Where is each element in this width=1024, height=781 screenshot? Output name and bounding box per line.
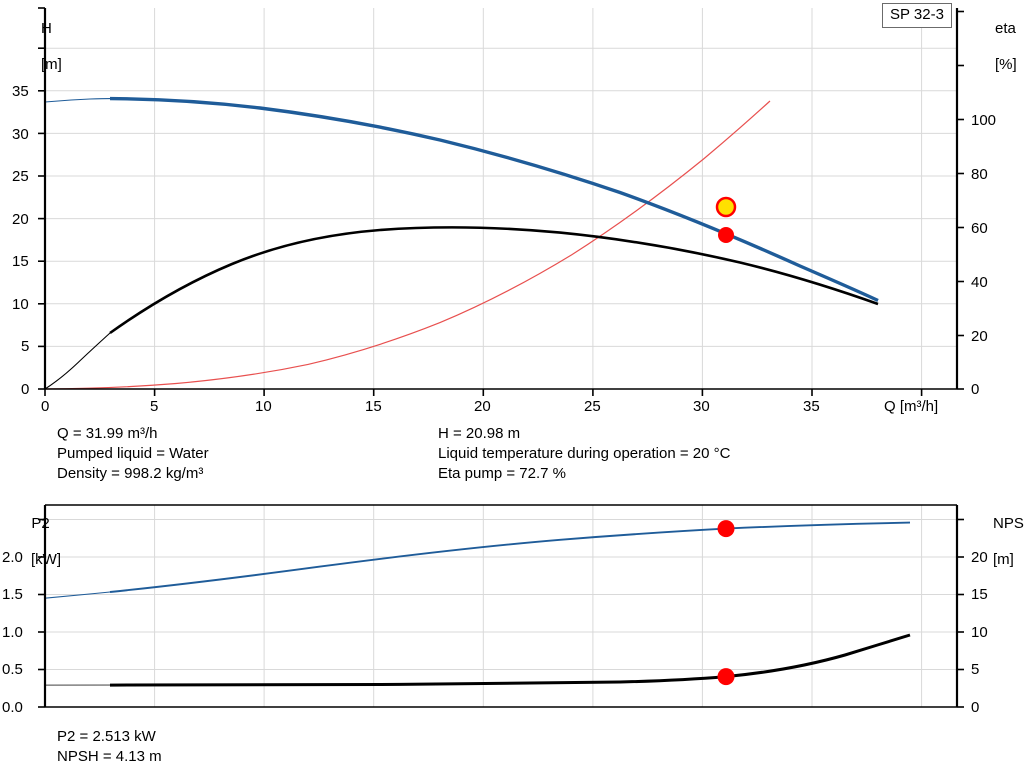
eta-tick-100: 100 [971,112,997,129]
npsh-axis-name: NPSH [993,515,1024,532]
right-axis-ticks [957,10,964,390]
q-tick-15: 15 [365,398,382,415]
npsh-axis-title: NPSH [m] [968,497,1024,587]
p2-tick-20: 2.0 [2,549,23,566]
p2-tick-10: 1.0 [2,624,23,641]
power-curve-lead [44,591,111,599]
head-curve-lead [44,98,111,103]
q-tick-30: 30 [693,398,710,415]
flow-axis-label: Q [m³/h] [884,398,939,415]
duty-point-left-block: Q = 31.99 m³/h Pumped liquid = Water Den… [57,424,209,484]
duty-point-head-marker [715,196,737,218]
q-tick-25: 25 [584,398,601,415]
power-npsh-chart: P2 [kW] NPSH [m] 0.0 0.5 1.0 1.5 2.0 0 5… [0,495,1024,725]
efficiency-axis-unit: [%] [995,56,1017,73]
head-axis-title: H [m] [16,2,62,92]
p2-tick-05: 0.5 [2,661,23,678]
q-tick-10: 10 [255,398,272,415]
npsh-tick-15: 15 [971,586,988,603]
npsh-curve [109,633,911,687]
power-axis-unit: [kW] [31,551,62,568]
efficiency-curve-lead [44,332,111,390]
eta-tick-80: 80 [971,166,988,183]
bottom-axis-ticks [44,389,923,396]
horizontal-gridlines [45,519,957,670]
npsh-axis-unit: [m] [993,551,1014,568]
efficiency-axis-title: eta [%] [970,2,1018,92]
npsh-tick-20: 20 [971,549,988,566]
vertical-gridlines [154,8,923,389]
power-npsh-plot [38,504,964,708]
q-tick-0: 0 [41,398,50,415]
npsh-red-curve [44,100,771,390]
axis-lines [43,8,959,390]
h-tick-35: 35 [12,83,29,100]
duty-density: Density = 998.2 kg/m³ [57,465,204,482]
right-axis-ticks [957,518,964,708]
left-axis-ticks [38,518,45,708]
q-tick-5: 5 [150,398,159,415]
h-tick-5: 5 [21,338,30,355]
duty-flow: Q = 31.99 m³/h [57,425,158,442]
p2-tick-0: 0.0 [2,699,23,716]
duty-point-right-block: H = 20.98 m Liquid temperature during op… [438,424,730,484]
axis-lines [43,504,959,708]
duty-power: P2 = 2.513 kW [57,728,156,745]
duty-temperature: Liquid temperature during operation = 20… [438,445,731,462]
power-axis-name: P2 [31,515,50,532]
h-tick-15: 15 [12,253,29,270]
duty-efficiency: Eta pump = 72.7 % [438,465,566,482]
h-tick-20: 20 [12,211,29,228]
efficiency-curve [109,226,879,335]
efficiency-axis-name: eta [995,20,1016,37]
power-curve [109,521,911,593]
head-efficiency-chart: H [m] eta [%] SP 32-3 0 5 10 15 20 25 30… [12,2,1018,415]
h-tick-10: 10 [12,296,29,313]
duty-point-npsh-marker [717,668,735,686]
h-tick-30: 30 [12,126,29,143]
p2-tick-15: 1.5 [2,586,23,603]
pump-model-label: SP 32-3 [882,3,952,28]
duty-liquid: Pumped liquid = Water [57,445,209,462]
eta-tick-60: 60 [971,220,988,237]
head-axis-unit: [m] [41,56,62,73]
head-curve [109,96,879,303]
h-tick-0: 0 [21,381,30,398]
duty-npsh: NPSH = 4.13 m [57,748,162,765]
duty-head: H = 20.98 m [438,425,521,442]
duty-point-bottom-block: P2 = 2.513 kW NPSH = 4.13 m [57,727,162,767]
duty-point-power-marker [717,520,735,538]
eta-tick-40: 40 [971,274,988,291]
eta-tick-0: 0 [971,381,980,398]
power-axis-title: P2 [kW] [6,497,61,587]
head-axis-name: H [41,20,52,37]
npsh-tick-5: 5 [971,661,980,678]
q-tick-20: 20 [474,398,491,415]
q-tick-35: 35 [803,398,820,415]
npsh-tick-10: 10 [971,624,988,641]
left-axis-ticks [38,7,45,390]
horizontal-gridlines [45,47,957,347]
h-tick-25: 25 [12,168,29,185]
npsh-tick-0: 0 [971,699,980,716]
duty-point-efficiency-marker [718,227,734,243]
head-efficiency-plot [38,7,964,396]
eta-tick-20: 20 [971,328,988,345]
vertical-gridlines [154,505,923,707]
